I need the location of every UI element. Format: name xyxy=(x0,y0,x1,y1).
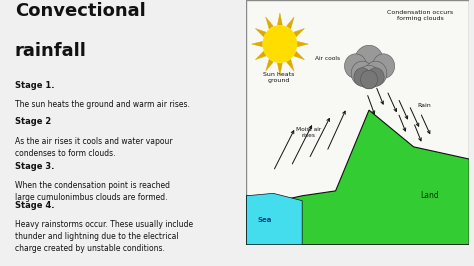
Text: Convectional: Convectional xyxy=(15,2,146,20)
Polygon shape xyxy=(252,41,263,47)
Text: Rain: Rain xyxy=(418,103,432,108)
Circle shape xyxy=(354,68,371,86)
Circle shape xyxy=(361,70,377,89)
Polygon shape xyxy=(266,17,273,29)
Polygon shape xyxy=(246,193,302,245)
Polygon shape xyxy=(286,59,294,71)
Text: Heavy rainstorms occur. These usually include
thunder and lightning due to the e: Heavy rainstorms occur. These usually in… xyxy=(15,220,193,253)
Polygon shape xyxy=(277,63,283,75)
Text: As the air rises it cools and water vapour
condenses to form clouds.: As the air rises it cools and water vapo… xyxy=(15,137,173,158)
Polygon shape xyxy=(246,110,469,245)
Text: Condensation occurs
forming clouds: Condensation occurs forming clouds xyxy=(387,10,453,21)
Text: When the condensation point is reached
large cumulonimbus clouds are formed.: When the condensation point is reached l… xyxy=(15,181,170,202)
Circle shape xyxy=(351,61,374,86)
Text: Moist air
rises: Moist air rises xyxy=(296,127,321,139)
Text: Stage 3.: Stage 3. xyxy=(15,161,54,171)
Polygon shape xyxy=(255,28,266,37)
Text: Sea: Sea xyxy=(257,217,272,223)
Text: Stage 1.: Stage 1. xyxy=(15,81,55,90)
Text: Sun heats
ground: Sun heats ground xyxy=(263,72,294,84)
Polygon shape xyxy=(297,41,308,47)
Text: Air cools: Air cools xyxy=(315,56,340,61)
Polygon shape xyxy=(266,59,273,71)
Circle shape xyxy=(367,68,384,86)
Circle shape xyxy=(365,61,387,86)
Text: Stage 4.: Stage 4. xyxy=(15,201,55,210)
Text: rainfall: rainfall xyxy=(15,41,87,60)
Text: Land: Land xyxy=(420,191,438,200)
Polygon shape xyxy=(277,13,283,25)
Circle shape xyxy=(358,65,380,89)
Text: The sun heats the ground and warm air rises.: The sun heats the ground and warm air ri… xyxy=(15,100,190,109)
Circle shape xyxy=(355,45,383,77)
Polygon shape xyxy=(255,51,266,60)
Polygon shape xyxy=(294,51,304,60)
Polygon shape xyxy=(286,17,294,29)
Polygon shape xyxy=(294,28,304,37)
Circle shape xyxy=(345,54,367,78)
Text: Stage 2: Stage 2 xyxy=(15,118,51,126)
Circle shape xyxy=(373,54,395,78)
Circle shape xyxy=(263,26,297,63)
